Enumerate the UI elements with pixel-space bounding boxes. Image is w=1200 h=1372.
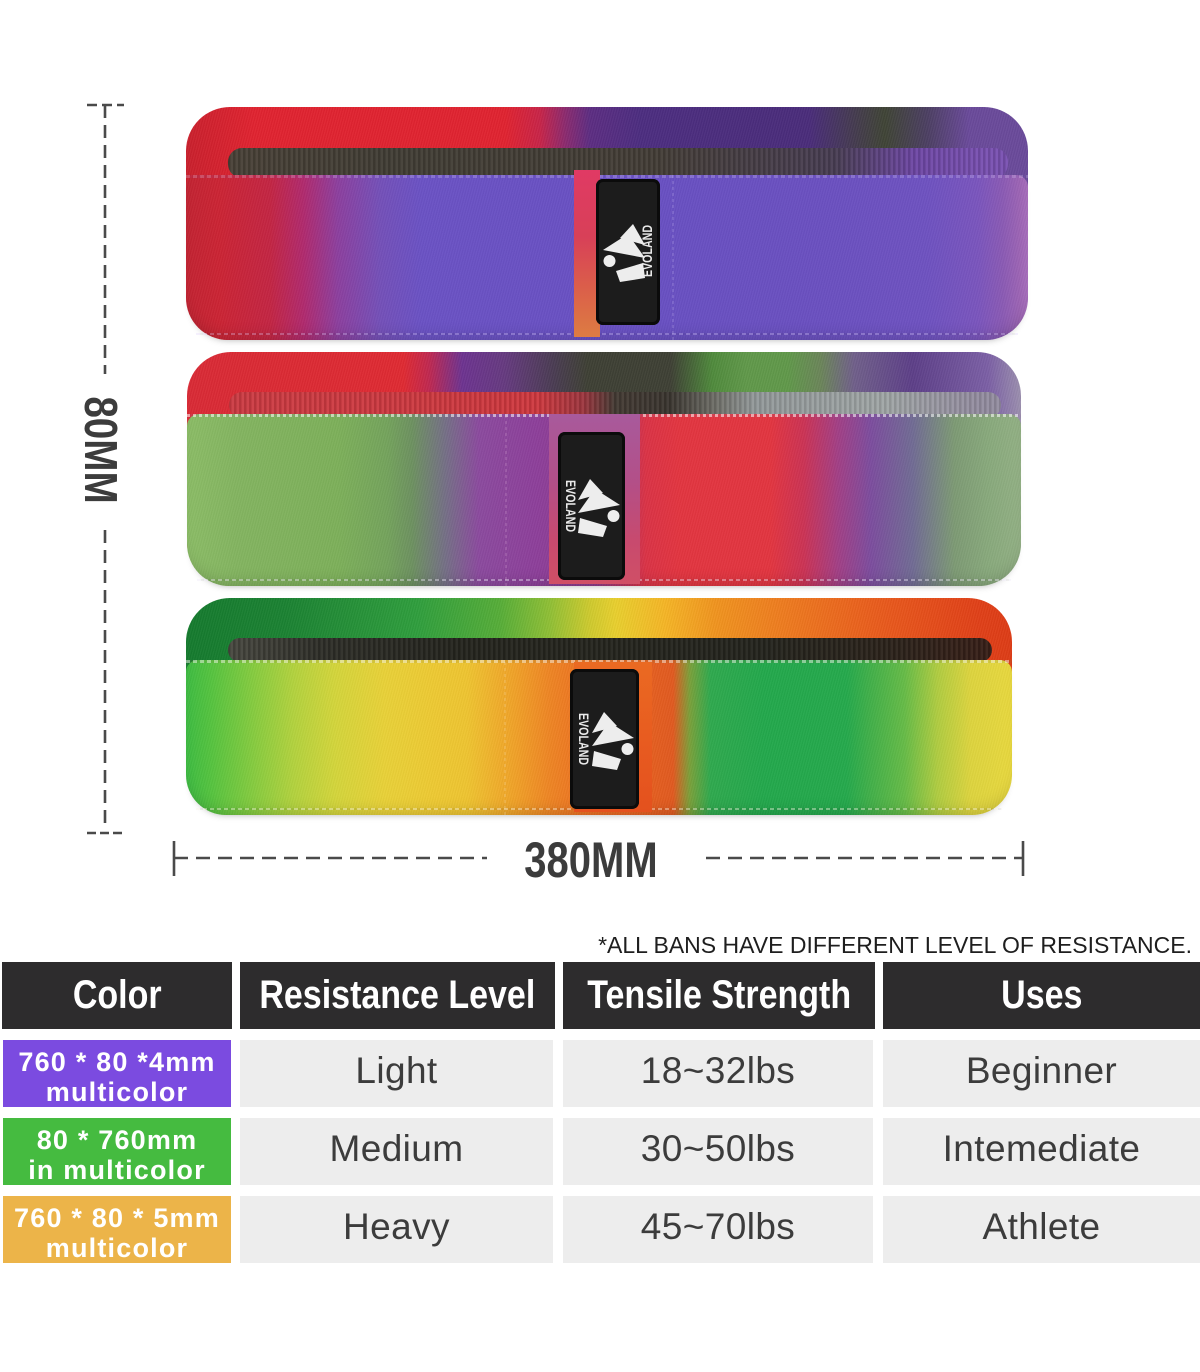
svg-text:EVOLAND: EVOLAND	[563, 480, 579, 532]
svg-text:EVOLAND: EVOLAND	[576, 713, 592, 765]
svg-text:EVOLAND: EVOLAND	[639, 225, 655, 277]
